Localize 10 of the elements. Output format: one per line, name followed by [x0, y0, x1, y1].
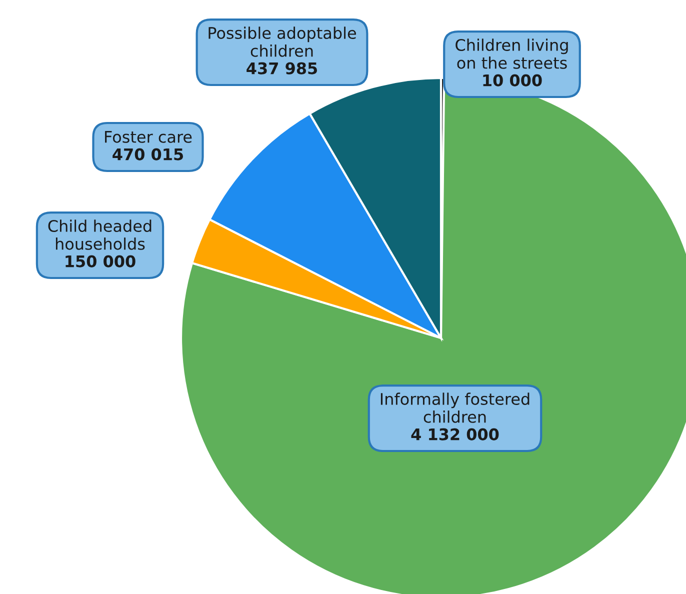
slice-label: Foster care [105, 131, 192, 143]
slice-label: Informally fostered children [380, 392, 530, 423]
slice-label: Possible adoptable children [208, 26, 356, 57]
data-label: 10 000 [483, 74, 542, 86]
slice-label: Child headed households [48, 220, 152, 250]
data-label: 150 000 [66, 255, 136, 268]
data-label: 437 985 [246, 62, 318, 74]
data-label: 4 132 000 [411, 428, 499, 440]
data-label: 470 015 [112, 148, 184, 160]
slice-label: Children living on the streets [456, 38, 568, 69]
